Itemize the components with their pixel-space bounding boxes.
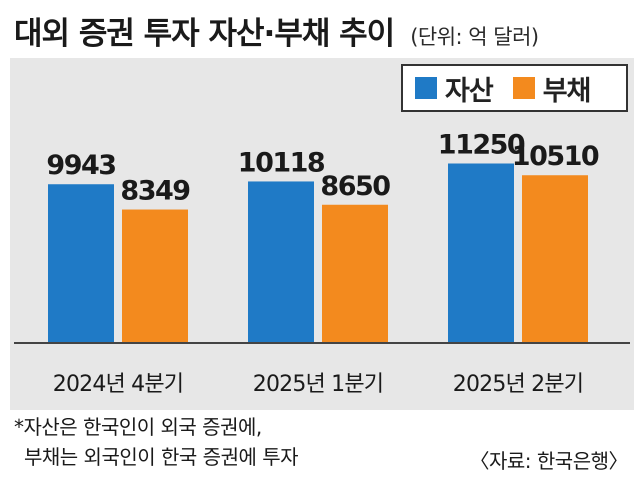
bar-asset-1 [48,184,114,342]
x-tick-label-2: 2025년 1분기 [253,372,384,397]
legend-label-liability: 부채 [542,75,592,107]
bar-liability-1 [122,209,188,342]
data-label-asset-2: 10118 [238,147,325,178]
legend-item-asset: 자산 [415,69,494,108]
footnote-line-2: 부채는 외국인이 한국 증권에 투자 [24,445,299,469]
footnote-line-1: *자산은 한국인이 외국 증권에, [14,415,262,439]
data-label-asset-1: 9943 [46,150,115,181]
legend-item-liability: 부채 [512,69,592,108]
chart-title: 대외 증권 투자 자산·부채 추이 [14,16,395,52]
legend-swatch-liability [512,77,535,99]
data-label-asset-3: 11250 [438,130,525,161]
title-row: 대외 증권 투자 자산·부채 추이 (단위: 억 달러) [14,8,626,58]
source-label: 〈자료: 한국은행〉 [469,449,629,473]
legend-label-asset: 자산 [445,75,494,107]
legend: 자산 부채 [401,64,628,112]
bar-liability-3 [522,175,588,342]
unit-label: (단위: 억 달러) [410,25,539,49]
bar-asset-2 [248,181,314,342]
footnote: *자산은 한국인이 외국 증권에, 부채는 외국인이 한국 증권에 투자 [14,412,299,472]
x-tick-label-3: 2025년 2분기 [453,372,584,397]
bar-asset-3 [448,163,514,342]
legend-swatch-asset [415,77,437,99]
data-label-liability-2: 8650 [320,171,390,202]
x-tick-label-1: 2024년 4분기 [53,372,184,397]
data-label-liability-3: 10510 [512,141,599,172]
bar-liability-2 [322,204,388,342]
data-label-liability-1: 8349 [120,176,190,207]
